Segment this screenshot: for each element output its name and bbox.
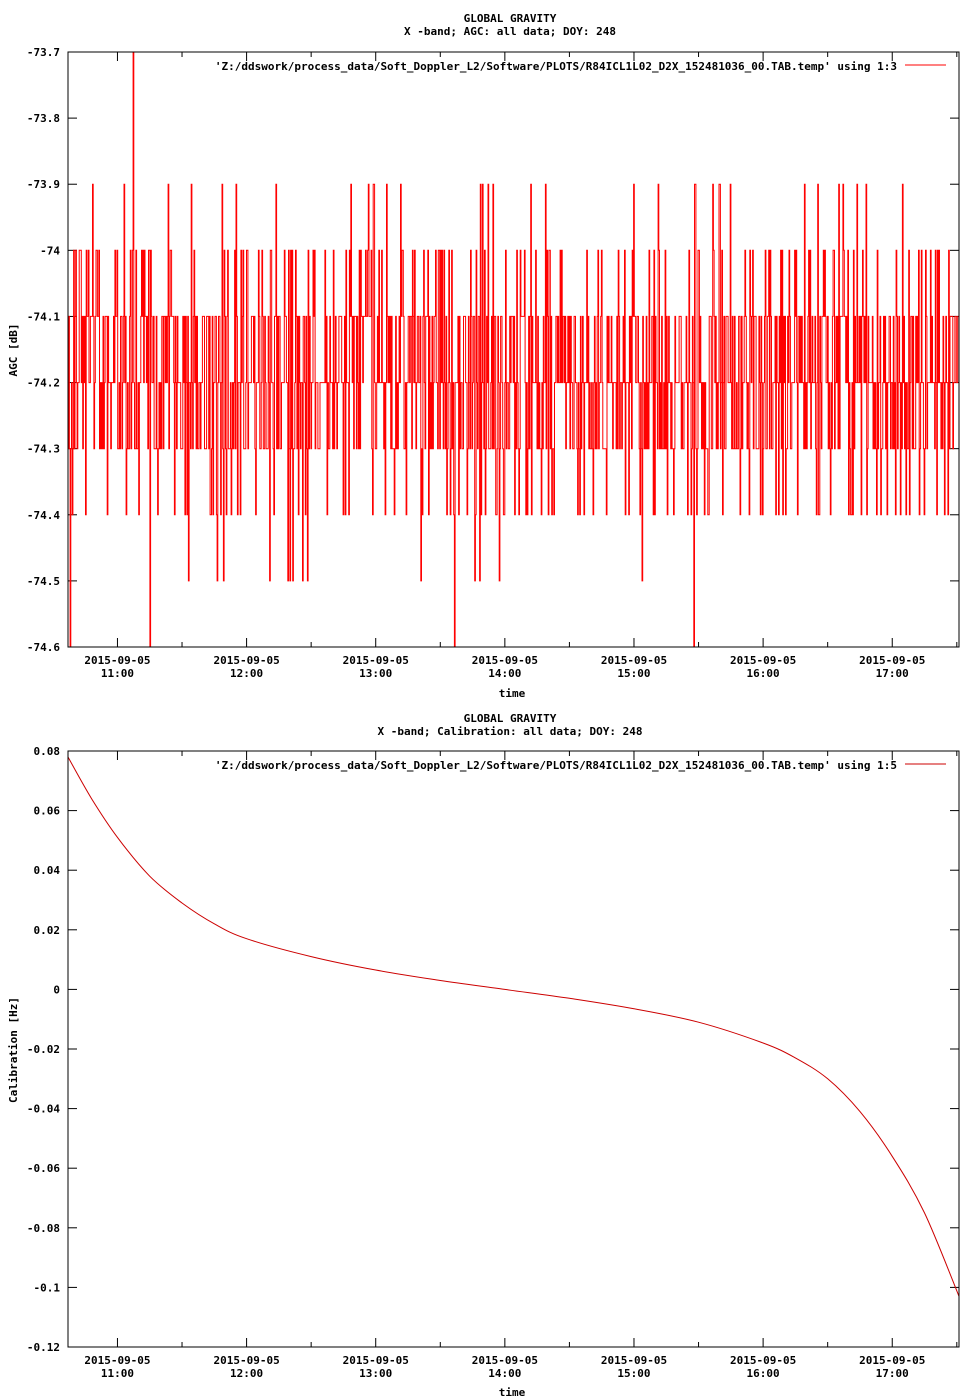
x-tick-time-label: 12:00 bbox=[230, 667, 263, 680]
x-tick-date-label: 2015-09-05 bbox=[730, 654, 796, 667]
agc-y-axis-label: AGC [dB] bbox=[7, 324, 20, 377]
y-tick-label: 0.08 bbox=[34, 745, 61, 758]
x-tick-time-label: 16:00 bbox=[747, 667, 780, 680]
x-tick-time-label: 13:00 bbox=[359, 1367, 392, 1380]
y-tick-label: -73.8 bbox=[27, 112, 60, 125]
agc-plot-frame bbox=[67, 51, 960, 648]
x-tick-date-label: 2015-09-05 bbox=[213, 654, 279, 667]
cal-y-axis-label: Calibration [Hz] bbox=[7, 997, 20, 1103]
y-tick-label: -74.6 bbox=[27, 641, 60, 654]
x-tick-date-label: 2015-09-05 bbox=[84, 1354, 150, 1367]
y-tick-label: -74.1 bbox=[27, 310, 60, 323]
agc-chart: GLOBAL GRAVITY X -band; AGC: all data; D… bbox=[7, 12, 960, 700]
y-tick-label: -0.08 bbox=[27, 1222, 60, 1235]
y-tick-label: 0.06 bbox=[34, 805, 61, 818]
x-tick-time-label: 13:00 bbox=[359, 667, 392, 680]
x-tick-date-label: 2015-09-05 bbox=[213, 1354, 279, 1367]
x-tick-time-label: 14:00 bbox=[488, 667, 521, 680]
agc-legend-label: 'Z:/ddswork/process_data/Soft_Doppler_L2… bbox=[215, 60, 897, 73]
agc-x-axis-label: time bbox=[499, 687, 526, 700]
x-tick-date-label: 2015-09-05 bbox=[343, 1354, 409, 1367]
x-tick-date-label: 2015-09-05 bbox=[472, 654, 538, 667]
x-tick-time-label: 11:00 bbox=[101, 1367, 134, 1380]
cal-chart-title: GLOBAL GRAVITY bbox=[464, 712, 557, 725]
x-tick-date-label: 2015-09-05 bbox=[84, 654, 150, 667]
x-tick-date-label: 2015-09-05 bbox=[601, 1354, 667, 1367]
cal-chart-subtitle: X -band; Calibration: all data; DOY: 248 bbox=[378, 725, 643, 738]
y-tick-label: -73.9 bbox=[27, 178, 60, 191]
agc-chart-subtitle: X -band; AGC: all data; DOY: 248 bbox=[404, 25, 616, 38]
agc-chart-title: GLOBAL GRAVITY bbox=[464, 12, 557, 25]
y-tick-label: 0.02 bbox=[34, 924, 61, 937]
y-tick-label: -74.2 bbox=[27, 377, 60, 390]
x-tick-time-label: 15:00 bbox=[617, 667, 650, 680]
y-tick-label: -0.12 bbox=[27, 1341, 60, 1354]
x-tick-date-label: 2015-09-05 bbox=[859, 1354, 925, 1367]
x-tick-time-label: 16:00 bbox=[747, 1367, 780, 1380]
y-tick-label: 0.04 bbox=[34, 864, 61, 877]
y-tick-label: -74.5 bbox=[27, 575, 60, 588]
y-tick-label: -73.7 bbox=[27, 46, 60, 59]
y-tick-label: 0 bbox=[53, 983, 60, 996]
calibration-series-line bbox=[67, 756, 960, 1297]
x-tick-time-label: 14:00 bbox=[488, 1367, 521, 1380]
cal-plot-frame bbox=[67, 750, 960, 1348]
x-tick-time-label: 12:00 bbox=[230, 1367, 263, 1380]
y-tick-label: -0.04 bbox=[27, 1103, 60, 1116]
x-tick-time-label: 15:00 bbox=[617, 1367, 650, 1380]
y-tick-label: -0.1 bbox=[34, 1281, 61, 1294]
x-tick-date-label: 2015-09-05 bbox=[343, 654, 409, 667]
x-tick-date-label: 2015-09-05 bbox=[730, 1354, 796, 1367]
x-tick-date-label: 2015-09-05 bbox=[859, 654, 925, 667]
x-tick-time-label: 11:00 bbox=[101, 667, 134, 680]
cal-legend-label: 'Z:/ddswork/process_data/Soft_Doppler_L2… bbox=[215, 759, 897, 772]
y-tick-label: -74.4 bbox=[27, 509, 60, 522]
cal-x-axis-label: time bbox=[499, 1386, 526, 1399]
y-tick-label: -74 bbox=[40, 244, 60, 257]
y-tick-label: -0.02 bbox=[27, 1043, 60, 1056]
x-tick-date-label: 2015-09-05 bbox=[472, 1354, 538, 1367]
x-tick-date-label: 2015-09-05 bbox=[601, 654, 667, 667]
x-tick-time-label: 17:00 bbox=[876, 1367, 909, 1380]
y-tick-label: -74.3 bbox=[27, 443, 60, 456]
agc-series-line bbox=[67, 51, 959, 648]
x-tick-time-label: 17:00 bbox=[876, 667, 909, 680]
y-tick-label: -0.06 bbox=[27, 1162, 60, 1175]
calibration-chart: GLOBAL GRAVITY X -band; Calibration: all… bbox=[7, 712, 960, 1399]
